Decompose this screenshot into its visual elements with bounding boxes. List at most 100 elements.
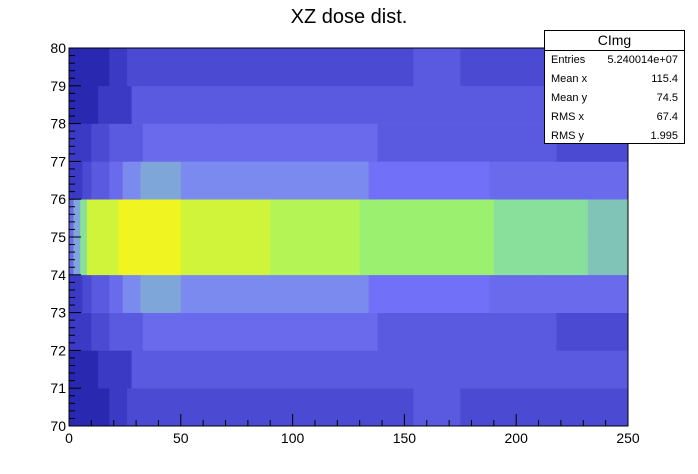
heatmap-cell <box>109 161 124 200</box>
heatmap-cell <box>69 350 99 389</box>
y-tick-label: 78 <box>50 116 66 132</box>
y-tick-label: 71 <box>50 380 66 396</box>
heatmap-cell <box>359 199 439 238</box>
heatmap-cell <box>538 237 589 276</box>
stats-value: 74.5 <box>656 92 678 104</box>
heatmap-cell <box>100 237 119 276</box>
heatmap-cell <box>86 199 101 238</box>
heatmap-cell <box>73 199 81 238</box>
heatmap-cell <box>426 274 490 313</box>
heatmap-cell <box>109 388 128 427</box>
heatmap-cell <box>587 237 629 276</box>
heatmap-cell <box>80 199 88 238</box>
heatmap-cell <box>218 312 379 351</box>
heatmap-cell <box>543 350 629 389</box>
stats-label: Entries <box>551 54 586 66</box>
heatmap-cell <box>91 123 110 162</box>
heatmap-cell <box>368 161 428 200</box>
heatmap-cell <box>69 312 92 351</box>
heatmap-cell <box>109 274 124 313</box>
heatmap-cell <box>538 199 589 238</box>
heatmap-cell <box>98 85 133 124</box>
stats-row-entries: Entries 5.240014e+07 <box>545 51 684 70</box>
heatmap-cell <box>127 48 414 87</box>
y-tick-label: 79 <box>50 78 66 94</box>
heatmap-cell <box>359 237 439 276</box>
heatmap-cell <box>69 85 99 124</box>
y-tick-label: 73 <box>50 305 66 321</box>
stats-box-title: CImg <box>545 31 684 51</box>
heatmap-cell <box>122 274 142 313</box>
heatmap-cell <box>118 199 182 238</box>
heatmap-cell <box>69 237 74 276</box>
y-tick-label: 70 <box>50 418 66 434</box>
heatmap-cell <box>413 48 461 87</box>
heatmap-cell <box>98 350 133 389</box>
heatmap-cell <box>404 85 544 124</box>
heatmap-cell <box>100 199 119 238</box>
heatmap-cell <box>180 237 271 276</box>
x-tick-label: 150 <box>393 430 417 446</box>
heatmap-cell <box>142 312 220 351</box>
stats-label: RMS y <box>551 130 584 142</box>
stats-value: 115.4 <box>651 73 678 85</box>
heatmap-cell <box>426 161 490 200</box>
stats-label: RMS x <box>551 111 584 123</box>
heatmap-cells <box>69 48 629 427</box>
heatmap-cell <box>377 312 557 351</box>
x-tick-label: 100 <box>281 430 305 446</box>
heatmap-cell <box>109 48 128 87</box>
heatmap-cell <box>140 161 182 200</box>
heatmap-cell <box>69 388 110 427</box>
x-tick-label: 50 <box>173 430 189 446</box>
heatmap-cell <box>109 123 144 162</box>
heatmap-cell <box>377 123 557 162</box>
heatmap-cell <box>69 199 74 238</box>
heatmap-cell <box>91 312 110 351</box>
stats-row-mean-y: Mean y 74.5 <box>545 89 684 108</box>
x-tick-label: 250 <box>616 430 640 446</box>
y-tick-label: 72 <box>50 342 66 358</box>
heatmap-cell <box>131 350 405 389</box>
heatmap-cell <box>82 274 92 313</box>
axis-ticks <box>68 47 629 427</box>
heatmap-cell <box>69 123 92 162</box>
heatmap-cell <box>556 312 629 351</box>
heatmap-cell <box>180 274 267 313</box>
y-tick-label: 76 <box>50 191 66 207</box>
y-tick-label: 80 <box>50 40 66 56</box>
heatmap-cell <box>91 274 110 313</box>
stats-row-rms-y: RMS y 1.995 <box>545 127 684 146</box>
heatmap-cell <box>437 237 495 276</box>
stats-row-mean-x: Mean x 115.4 <box>545 70 684 89</box>
y-tick-label: 75 <box>50 229 66 245</box>
heatmap-cell <box>368 274 428 313</box>
stats-label: Mean y <box>551 92 588 104</box>
heatmap-cell <box>122 161 142 200</box>
heatmap-cell <box>404 350 544 389</box>
heatmap-cell <box>265 274 370 313</box>
heatmap-cell <box>69 48 110 87</box>
heatmap-cell <box>73 237 81 276</box>
chart-title: XZ dose dist. <box>290 6 408 28</box>
heatmap-cell <box>69 161 83 200</box>
stats-row-rms-x: RMS x 67.4 <box>545 108 684 127</box>
heatmap-cell <box>265 161 370 200</box>
x-tick-label: 200 <box>505 430 529 446</box>
heatmap-cell <box>142 123 220 162</box>
heatmap-cell <box>91 161 110 200</box>
heatmap-cell <box>140 274 182 313</box>
stats-value: 1.995 <box>650 130 678 142</box>
heatmap-cell <box>270 199 361 238</box>
heatmap-cell <box>218 123 379 162</box>
heatmap-cell <box>118 237 182 276</box>
heatmap-cell <box>109 312 144 351</box>
y-tick-label: 77 <box>50 153 66 169</box>
heatmap-cell <box>180 199 271 238</box>
heatmap-cell <box>460 388 629 427</box>
heatmap-cell <box>69 274 83 313</box>
stats-value: 5.240014e+07 <box>607 54 678 66</box>
heatmap-cell <box>80 237 88 276</box>
heatmap-cell <box>587 199 629 238</box>
